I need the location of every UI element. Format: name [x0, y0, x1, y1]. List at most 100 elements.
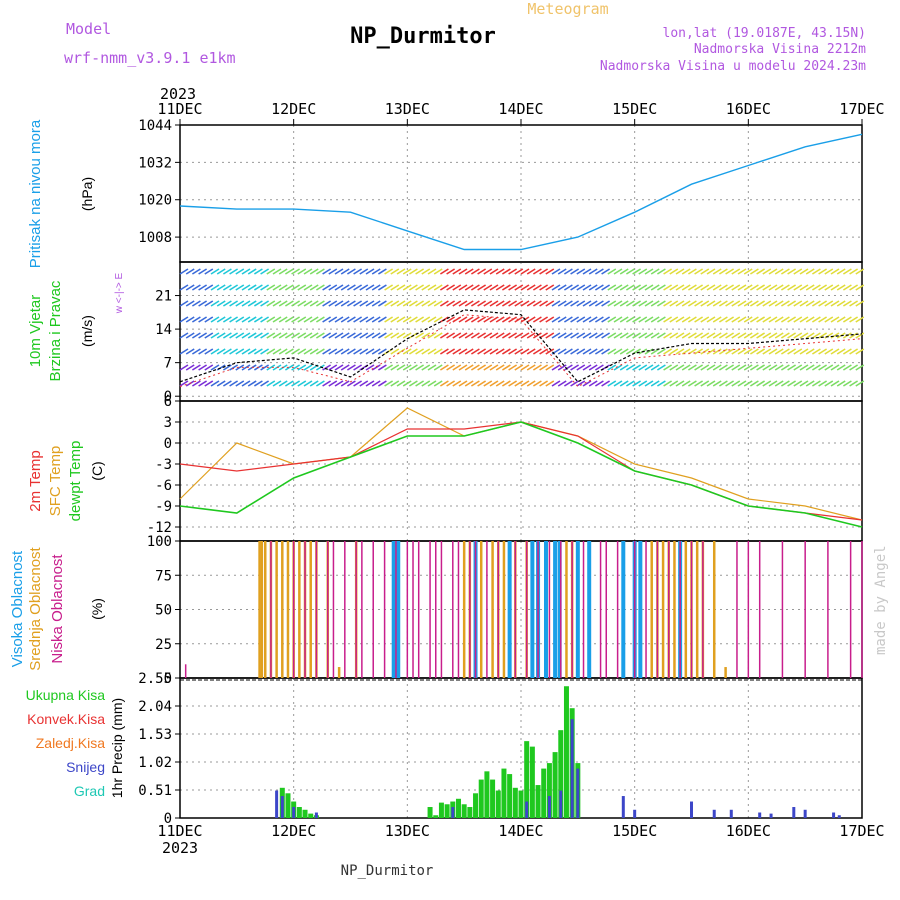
wind-barb [601, 380, 611, 387]
wind-barb [241, 316, 251, 323]
wind-barb [340, 364, 350, 371]
wind-barb [718, 316, 728, 323]
precip-bar-snow [576, 768, 580, 818]
wind-barb [309, 348, 319, 355]
wind-barb [588, 316, 598, 323]
wind-barb [464, 300, 474, 307]
wind-barb [377, 268, 387, 275]
wind-barb [508, 268, 518, 275]
wind-barb [687, 332, 697, 339]
wind-barb [650, 284, 660, 291]
wind-barb [663, 284, 673, 291]
wind-barb [582, 284, 592, 291]
wind-barb [396, 300, 406, 307]
wind-barb [625, 332, 635, 339]
wind-barb [501, 332, 511, 339]
precip-bar-total [552, 752, 558, 818]
y-tick-label: 7 [164, 356, 172, 372]
wind-barb [663, 348, 673, 355]
wind-barb [532, 284, 542, 291]
wind-barb [818, 364, 828, 371]
series-wind-gust [179, 314, 863, 388]
precip-bar-snow [559, 790, 563, 818]
wind-barb [309, 316, 319, 323]
wind-barb [284, 268, 294, 275]
wind-barb [824, 364, 834, 371]
wind-barb [446, 348, 456, 355]
wind-barb [396, 268, 406, 275]
wind-barb [315, 332, 325, 339]
wind-barb [799, 364, 809, 371]
wind-barb [563, 316, 573, 323]
wind-barb [458, 268, 468, 275]
wind-barb [681, 380, 691, 387]
wind-barb [353, 268, 363, 275]
wind-barb [210, 268, 220, 275]
precip-bar-snow [690, 801, 693, 818]
precip-bar-total [455, 798, 461, 818]
wind-barb [663, 268, 673, 275]
wind-barb [625, 364, 635, 371]
wind-barb [749, 380, 759, 387]
cloud-bar [650, 541, 653, 678]
wind-barb [706, 300, 716, 307]
wind-barb [539, 348, 549, 355]
cloud-bar [661, 541, 665, 678]
wind-barb [408, 300, 418, 307]
wind-barb [309, 380, 319, 387]
wind-barb [551, 300, 561, 307]
wind-barb [842, 300, 852, 307]
wind-barb [266, 380, 276, 387]
axis-title-cloud-low: Niska Oblacnost [49, 554, 66, 664]
axis-title-cloud-mid: Srednja Oblacnost [27, 546, 44, 670]
wind-barb [477, 268, 487, 275]
cloud-bar [457, 541, 460, 678]
wind-barb [415, 380, 425, 387]
wind-barb [334, 364, 344, 371]
wind-barb [235, 316, 245, 323]
wind-barb [266, 348, 276, 355]
wind-barb [179, 268, 189, 275]
wind-barb [650, 316, 660, 323]
wind-barb [191, 348, 201, 355]
wind-barb [253, 316, 263, 323]
wind-barb [582, 348, 592, 355]
wind-barb [836, 364, 846, 371]
wind-barb [198, 332, 208, 339]
wind-barb [390, 380, 400, 387]
wind-barb [687, 316, 697, 323]
precip-bar-total [501, 768, 507, 818]
wind-barb [588, 332, 598, 339]
cloud-bar [633, 541, 636, 678]
wind-barb [650, 348, 660, 355]
wind-barb [855, 348, 865, 355]
wind-barb [334, 268, 344, 275]
wind-barb [601, 268, 611, 275]
wind-barb [669, 268, 679, 275]
page-subtitle: Meteogram [527, 0, 608, 18]
wind-barb [563, 348, 573, 355]
wind-barb [371, 380, 381, 387]
wind-barb [743, 332, 753, 339]
wind-barb [824, 348, 834, 355]
x-tick-label-top: 16DEC [726, 100, 771, 118]
wind-barb [297, 284, 307, 291]
wind-barb [694, 284, 704, 291]
wind-barb [594, 348, 604, 355]
wind-barb [712, 332, 722, 339]
wind-barb [774, 380, 784, 387]
wind-barb [328, 332, 338, 339]
cloud-bar [679, 541, 681, 678]
x-year-top: 2023 [160, 85, 196, 103]
wind-barb [731, 300, 741, 307]
wind-barb [632, 332, 642, 339]
wind-barb [241, 348, 251, 355]
wind-barb [303, 284, 313, 291]
cloud-bar [361, 541, 363, 678]
wind-barb [229, 268, 239, 275]
wind-barb [743, 348, 753, 355]
wind-barb [185, 284, 195, 291]
wind-barb [291, 268, 301, 275]
wind-barb [421, 364, 431, 371]
wind-barb [346, 332, 356, 339]
